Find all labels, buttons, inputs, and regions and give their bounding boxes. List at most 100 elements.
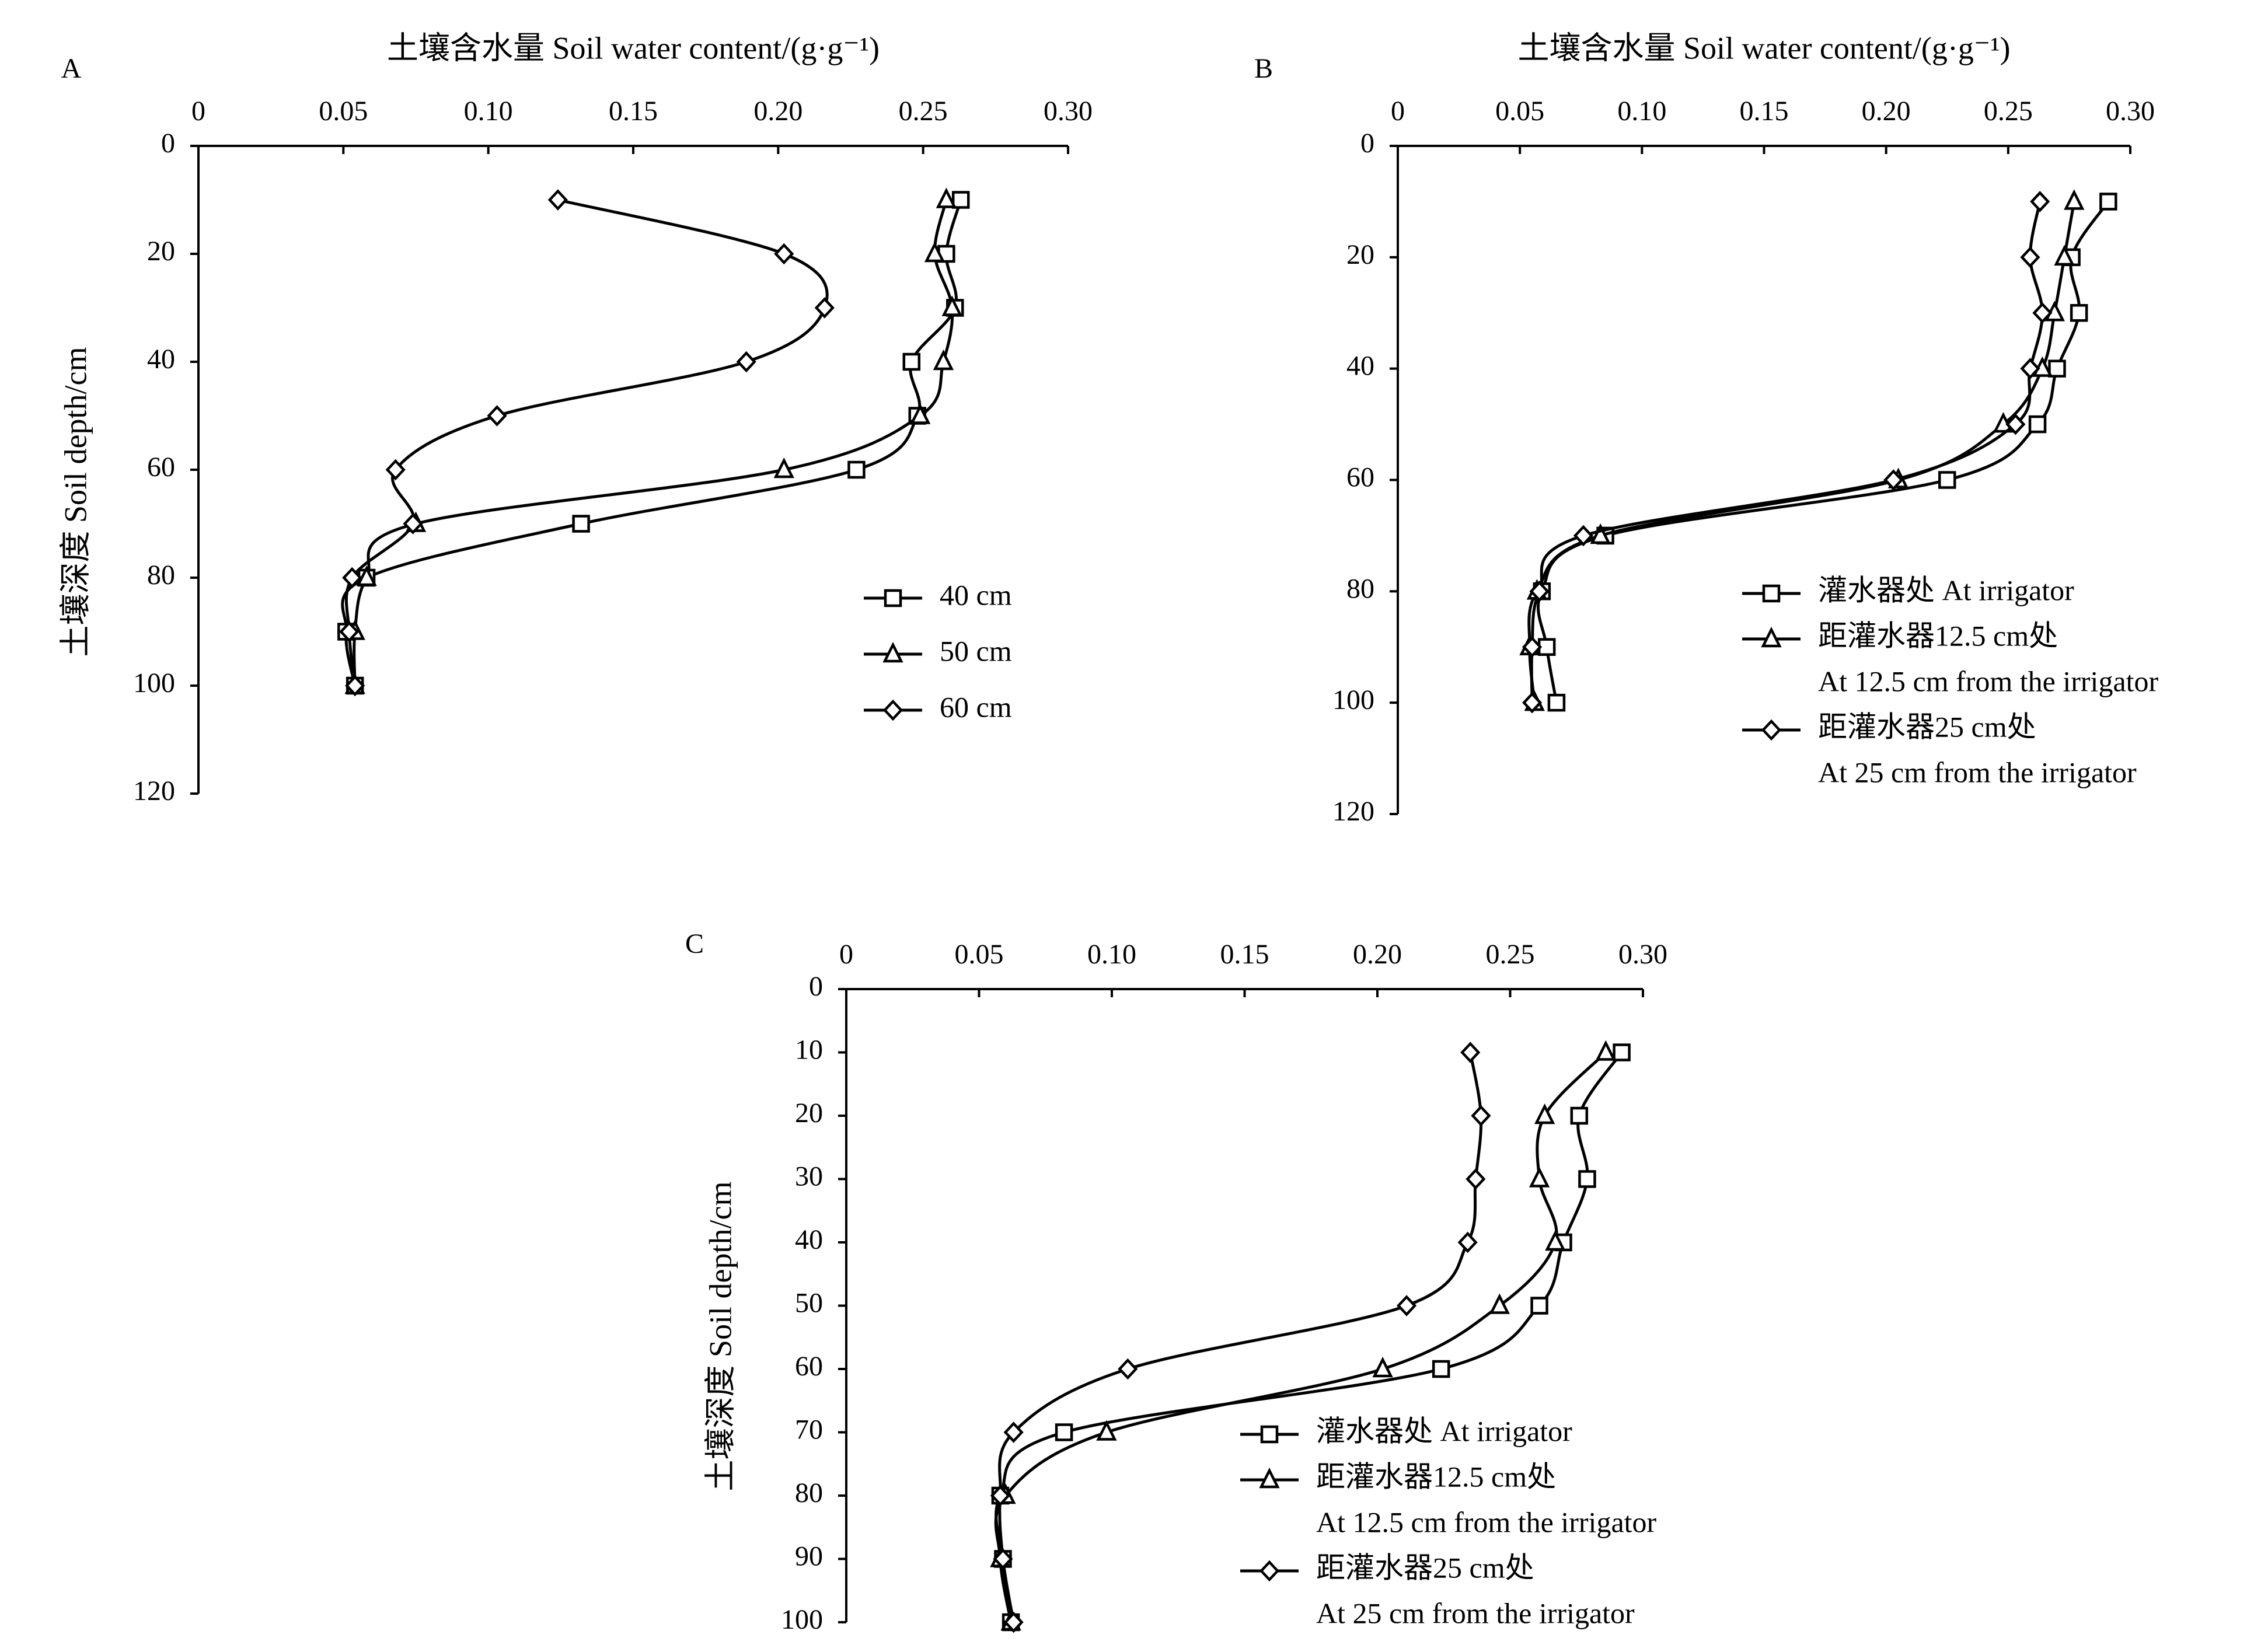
data-point	[990, 1485, 1010, 1507]
y-axis-title: 土壤深度 Soil depth/cm	[58, 347, 93, 657]
panel-label: B	[1254, 53, 1273, 84]
data-point	[342, 567, 362, 589]
legend-label: 50 cm	[940, 634, 1012, 667]
y-tick-label: 20	[147, 236, 175, 267]
data-point	[1396, 1295, 1417, 1316]
y-tick-label: 20	[1346, 239, 1374, 270]
y-tick-label: 0	[809, 971, 823, 1002]
x-tick-label: 0.20	[1353, 939, 1402, 970]
panel-b: B 0 0.05 0.10 0.15 0.20 0.25 0.30 0 20 40 60 80 100 12…	[1254, 30, 2159, 827]
y-tick-label: 40	[795, 1224, 823, 1255]
legend-label: 距灌水器12.5 cm处	[1818, 619, 2058, 652]
x-tick-label: 0	[839, 939, 853, 970]
data-point	[773, 457, 794, 479]
x-tick-label: 0.05	[955, 939, 1004, 970]
data-point	[1529, 581, 1550, 602]
series-line-2	[344, 198, 829, 686]
y-tick-label: 0	[1360, 128, 1374, 159]
data-point	[1003, 1422, 1024, 1443]
data-point	[847, 460, 866, 479]
panel-a: A 0 0.05 0.10 0.15 0.20 0.25 0.30 0 20 40 60 80 100 12…	[58, 30, 1093, 806]
data-point	[1529, 1166, 1550, 1188]
data-point	[936, 187, 957, 208]
y-tick-label: 100	[781, 1604, 823, 1635]
legend-marker	[1259, 1467, 1280, 1489]
data-point	[1118, 1358, 1138, 1380]
y-tick-label: 70	[795, 1414, 823, 1445]
data-point	[1471, 1105, 1491, 1127]
data-point	[2005, 413, 2026, 435]
data-point	[2048, 359, 2066, 378]
legend-label-line2: At 25 cm from the irrigator	[1316, 1597, 1635, 1629]
y-tick-label: 120	[133, 776, 175, 806]
x-tick-label: 0.30	[1618, 939, 1667, 970]
data-point	[1534, 1103, 1555, 1124]
data-point	[1547, 693, 1566, 712]
data-point	[2030, 191, 2050, 212]
data-point	[1489, 1293, 1510, 1314]
series-line-2	[998, 1052, 1483, 1623]
panel-label: A	[61, 53, 82, 84]
data-point	[736, 351, 756, 373]
data-point	[2070, 304, 2088, 322]
legend-marker	[884, 589, 902, 607]
x-tick-label: 0	[191, 96, 205, 127]
data-point	[345, 675, 365, 697]
y-tick-label: 10	[795, 1035, 823, 1066]
data-point	[1522, 691, 1543, 714]
data-point	[1545, 1230, 1566, 1251]
legend-label: 距灌水器25 cm处	[1818, 710, 2036, 743]
y-tick-label: 120	[1332, 796, 1374, 827]
legend-label: 60 cm	[940, 690, 1012, 723]
data-point	[774, 243, 794, 265]
x-tick-label: 0.25	[1984, 96, 2033, 127]
legend-marker	[1762, 584, 1781, 603]
data-point	[1096, 1420, 1117, 1441]
data-point	[403, 513, 423, 535]
legend-label: 距灌水器12.5 cm处	[1316, 1460, 1556, 1493]
data-point	[910, 403, 931, 424]
x-tick-label: 0.15	[1220, 939, 1269, 970]
series-line-0	[341, 199, 962, 686]
data-point	[902, 352, 921, 371]
x-tick-label: 0.20	[753, 96, 802, 127]
data-point	[339, 621, 360, 642]
x-tick-label: 0.30	[1044, 96, 1093, 127]
data-point	[2099, 193, 2117, 211]
data-point	[1372, 1356, 1393, 1378]
y-tick-label: 80	[147, 560, 175, 591]
x-tick-label: 0.10	[1087, 939, 1136, 970]
y-tick-label: 20	[795, 1098, 823, 1129]
legend-marker	[1259, 1560, 1280, 1582]
data-point	[2054, 245, 2075, 266]
data-point	[2064, 189, 2085, 210]
data-point	[1570, 1106, 1589, 1125]
legend-marker	[1761, 626, 1782, 648]
x-tick-label: 0.05	[1495, 96, 1544, 127]
x-tick-label: 0.20	[1862, 96, 1911, 127]
data-point	[1460, 1042, 1481, 1063]
y-tick-label: 100	[133, 668, 175, 698]
x-tick-label: 0.25	[899, 96, 948, 127]
x-tick-label: 0.15	[609, 96, 658, 127]
data-point	[924, 241, 945, 263]
data-point	[2020, 246, 2040, 268]
data-point	[1938, 471, 1956, 489]
y-tick-label: 100	[1332, 684, 1374, 715]
x-tick-label: 0	[1391, 96, 1405, 127]
data-point	[1578, 1170, 1596, 1188]
x-tick-label: 0.30	[2106, 96, 2155, 127]
y-tick-label: 30	[795, 1161, 823, 1192]
data-point	[356, 565, 377, 586]
data-point	[1883, 469, 1904, 491]
y-tick-label: 40	[1346, 351, 1374, 382]
legend-label: 灌水器处 At irrigator	[1818, 574, 2074, 606]
legend-marker	[1260, 1425, 1279, 1444]
data-point	[951, 191, 970, 209]
data-point	[2032, 302, 2053, 324]
data-point	[572, 515, 590, 533]
data-point	[933, 349, 954, 371]
x-tick-label: 0.10	[1617, 96, 1666, 127]
y-tick-label: 40	[147, 344, 175, 375]
